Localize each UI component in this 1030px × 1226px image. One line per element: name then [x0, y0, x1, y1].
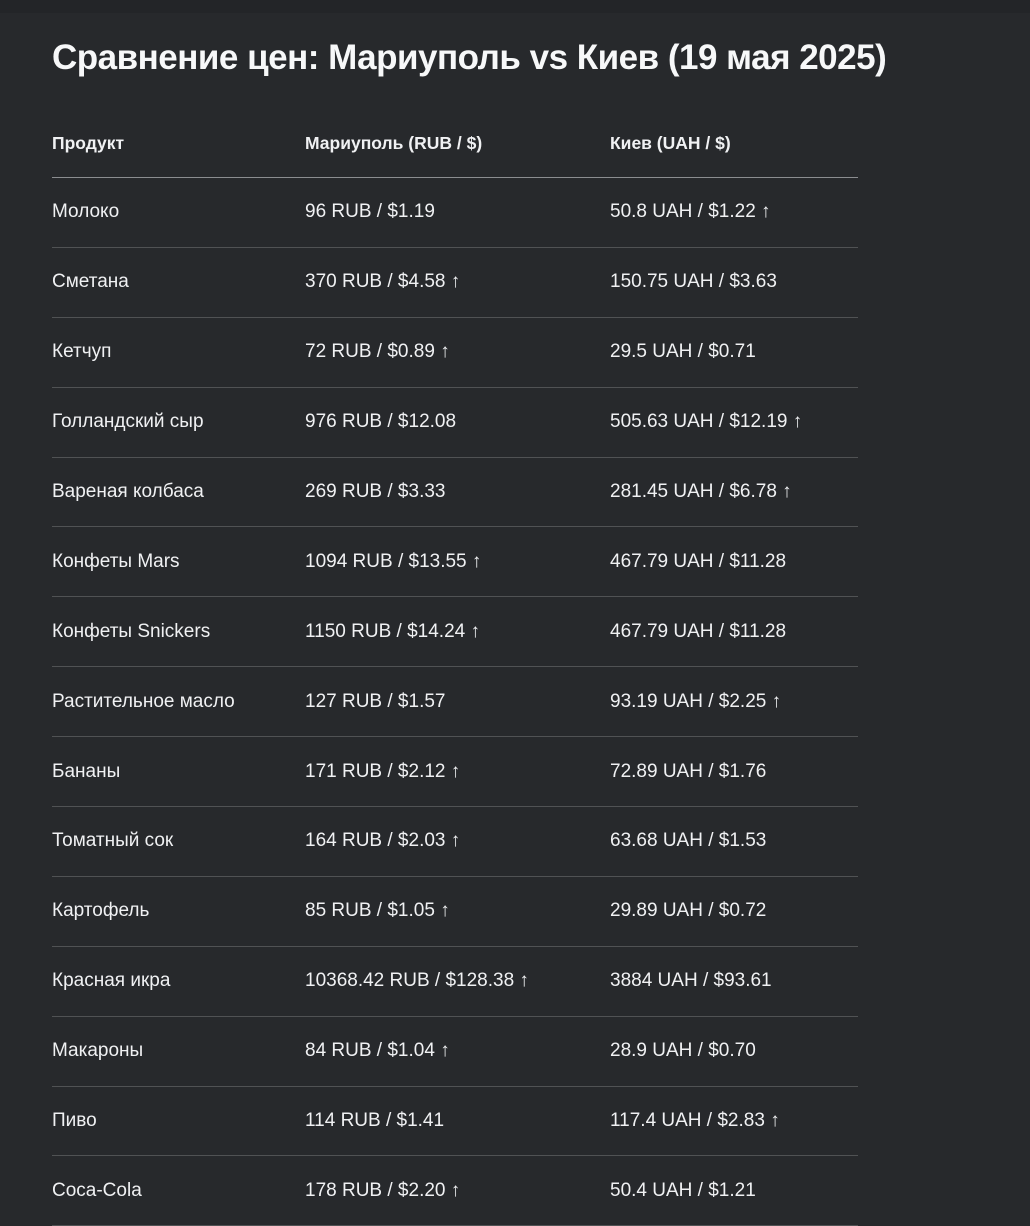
table-row: Голландский сыр 976 RUB / $12.08 505.63 …	[52, 388, 858, 458]
kyiv-price: 50.8 UAH / $1.22 ↑	[610, 201, 771, 223]
table-row: Конфеты Snickers 1150 RUB / $14.24 ↑ 467…	[52, 597, 858, 668]
kyiv-price: 28.9 UAH / $0.70	[610, 1040, 756, 1062]
kyiv-price: 63.68 UAH / $1.53	[610, 830, 767, 852]
page-title: Сравнение цен: Мариуполь vs Киев (19 мая…	[52, 38, 887, 77]
table-row: Вареная колбаса 269 RUB / $3.33 281.45 U…	[52, 458, 858, 528]
table-row: Конфеты Mars 1094 RUB / $13.55 ↑ 467.79 …	[52, 527, 858, 598]
kyiv-price: 3884 UAH / $93.61	[610, 970, 772, 992]
mariupol-price: 1150 RUB / $14.24 ↑	[305, 620, 480, 642]
kyiv-price: 467.79 UAH / $11.28	[610, 550, 787, 572]
table-row: Молоко 96 RUB / $1.19 50.8 UAH / $1.22 ↑	[52, 178, 858, 248]
mariupol-price: 370 RUB / $4.58 ↑	[305, 271, 461, 293]
mariupol-price: 178 RUB / $2.20 ↑	[305, 1179, 461, 1201]
table-row: Картофель 85 RUB / $1.05 ↑ 29.89 UAH / $…	[52, 877, 858, 947]
product-name: Вареная колбаса	[52, 481, 204, 502]
mariupol-price: 85 RUB / $1.05 ↑	[305, 900, 450, 922]
table-row: Макароны 84 RUB / $1.04 ↑ 28.9 UAH / $0.…	[52, 1017, 858, 1087]
mariupol-price: 269 RUB / $3.33	[305, 481, 446, 502]
kyiv-price: 467.79 UAH / $11.28	[610, 620, 787, 642]
product-name: Coca-Cola	[52, 1179, 142, 1201]
table-row: Бананы 171 RUB / $2.12 ↑ 72.89 UAH / $1.…	[52, 737, 858, 808]
kyiv-price: 93.19 UAH / $2.25 ↑	[610, 690, 782, 712]
page-content: Сравнение цен: Мариуполь vs Киев (19 мая…	[0, 13, 1030, 1226]
price-comparison-table: Продукт Мариуполь (RUB / $) Киев (UAH / …	[52, 132, 858, 1226]
product-name: Растительное масло	[52, 690, 235, 712]
product-name: Сметана	[52, 271, 129, 293]
table-row: Растительное масло 127 RUB / $1.57 93.19…	[52, 667, 858, 738]
mariupol-price: 72 RUB / $0.89 ↑	[305, 341, 450, 363]
table-row: Пиво 114 RUB / $1.41 117.4 UAH / $2.83 ↑	[52, 1087, 858, 1157]
column-header-mariupol: Мариуполь (RUB / $)	[305, 133, 483, 153]
product-name: Кетчуп	[52, 341, 112, 363]
product-name: Красная икра	[52, 970, 171, 992]
product-name: Картофель	[52, 900, 150, 922]
mariupol-price: 84 RUB / $1.04 ↑	[305, 1040, 450, 1062]
kyiv-price: 29.89 UAH / $0.72	[610, 900, 767, 922]
mariupol-price: 114 RUB / $1.41	[305, 1110, 445, 1132]
product-name: Томатный сок	[52, 830, 174, 852]
table-row: Кетчуп 72 RUB / $0.89 ↑ 29.5 UAH / $0.71	[52, 318, 858, 388]
mariupol-price: 976 RUB / $12.08	[305, 411, 457, 433]
mariupol-price: 1094 RUB / $13.55 ↑	[305, 550, 482, 572]
window-top-strip	[0, 0, 1030, 13]
kyiv-price: 150.75 UAH / $3.63	[610, 271, 777, 293]
kyiv-price: 505.63 UAH / $12.19 ↑	[610, 411, 803, 433]
product-name: Бананы	[52, 760, 121, 782]
column-header-kyiv: Киев (UAH / $)	[610, 133, 731, 153]
product-name: Голландский сыр	[52, 411, 204, 433]
product-name: Пиво	[52, 1110, 97, 1132]
kyiv-price: 281.45 UAH / $6.78 ↑	[610, 481, 792, 502]
product-name: Молоко	[52, 201, 120, 223]
kyiv-price: 29.5 UAH / $0.71	[610, 341, 756, 363]
mariupol-price: 10368.42 RUB / $128.38 ↑	[305, 970, 529, 992]
table-row: Томатный сок 164 RUB / $2.03 ↑ 63.68 UAH…	[52, 807, 858, 877]
mariupol-price: 171 RUB / $2.12 ↑	[305, 760, 461, 782]
product-name: Макароны	[52, 1040, 144, 1062]
kyiv-price: 117.4 UAH / $2.83 ↑	[610, 1110, 780, 1132]
kyiv-price: 50.4 UAH / $1.21	[610, 1179, 756, 1201]
table-row: Coca-Cola 178 RUB / $2.20 ↑ 50.4 UAH / $…	[52, 1156, 858, 1226]
table-row: Сметана 370 RUB / $4.58 ↑ 150.75 UAH / $…	[52, 248, 858, 318]
product-name: Конфеты Snickers	[52, 620, 211, 642]
table-row: Красная икра 10368.42 RUB / $128.38 ↑ 38…	[52, 947, 858, 1017]
mariupol-price: 127 RUB / $1.57	[305, 690, 446, 712]
mariupol-price: 164 RUB / $2.03 ↑	[305, 830, 461, 852]
column-header-product: Продукт	[52, 133, 125, 153]
table-body: Молоко 96 RUB / $1.19 50.8 UAH / $1.22 ↑…	[52, 178, 858, 1226]
product-name: Конфеты Mars	[52, 550, 180, 572]
mariupol-price: 96 RUB / $1.19	[305, 201, 435, 223]
table-header-row: Продукт Мариуполь (RUB / $) Киев (UAH / …	[52, 132, 858, 178]
kyiv-price: 72.89 UAH / $1.76	[610, 760, 767, 782]
